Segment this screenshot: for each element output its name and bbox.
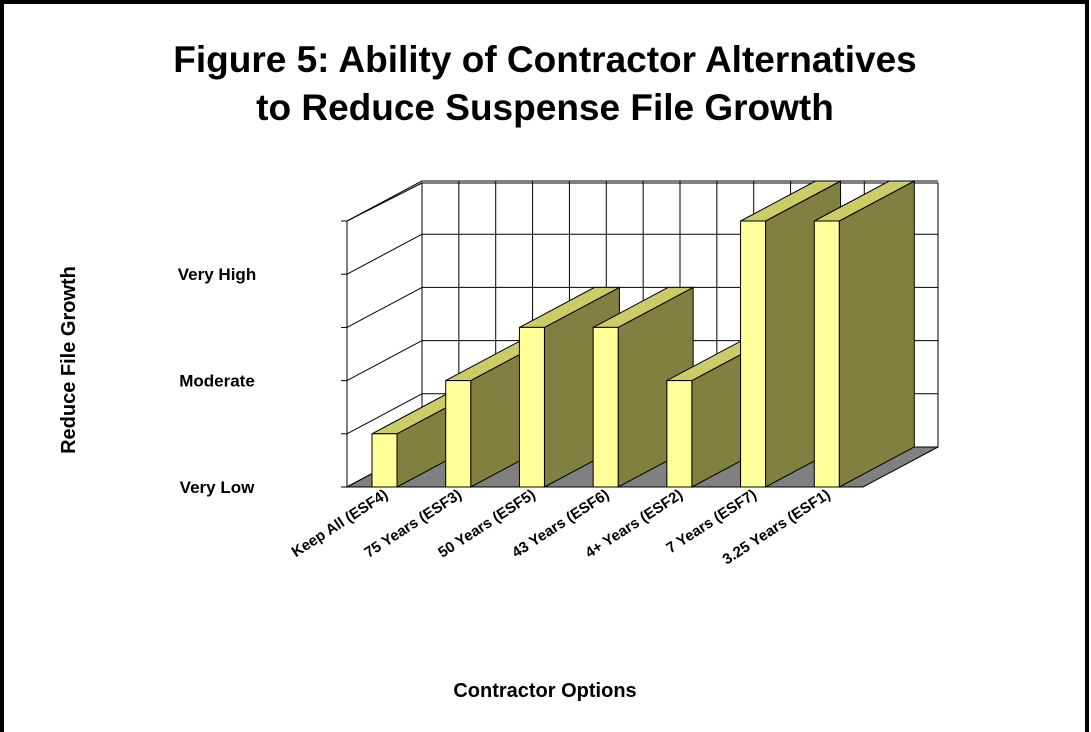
y-tick-label: Very High bbox=[178, 265, 256, 284]
grid-line bbox=[346, 340, 423, 382]
bar bbox=[666, 380, 693, 488]
bar bbox=[445, 380, 472, 488]
bar bbox=[371, 433, 398, 488]
bar bbox=[813, 220, 840, 488]
bar bbox=[740, 220, 767, 488]
bar bbox=[518, 326, 545, 488]
bar bbox=[592, 326, 619, 488]
chart-title: Figure 5: Ability of Contractor Alternat… bbox=[173, 39, 917, 80]
y-axis-title: Reduce File Growth bbox=[58, 266, 80, 454]
grid-line bbox=[346, 180, 423, 222]
bar-side bbox=[838, 180, 915, 488]
grid-line bbox=[346, 233, 423, 275]
x-axis-title: Contractor Options bbox=[453, 680, 636, 702]
grid-line bbox=[346, 286, 423, 328]
grid-line bbox=[346, 393, 423, 435]
y-tick-label: Moderate bbox=[179, 372, 255, 391]
y-tick-label: Very Low bbox=[180, 478, 255, 497]
chart-title: to Reduce Suspense File Growth bbox=[256, 87, 834, 128]
